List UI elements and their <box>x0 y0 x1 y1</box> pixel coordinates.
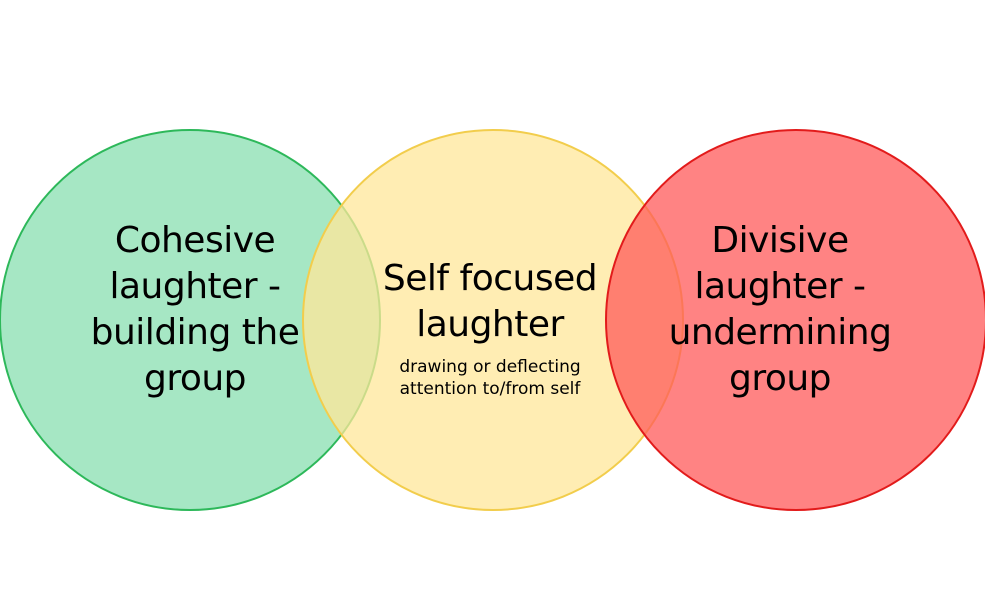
divisive-line-2: laughter - <box>694 266 866 307</box>
divisive-line-1: Divisive <box>711 220 849 261</box>
cohesive-line-4: group <box>143 358 247 399</box>
cohesive-laughter-label: Cohesive laughter - building the group <box>80 218 310 402</box>
self-focused-line-2: laughter <box>416 304 564 345</box>
divisive-line-3: undermining <box>668 312 892 353</box>
cohesive-line-2: laughter - <box>109 266 281 307</box>
circle-divisive <box>605 129 985 511</box>
self-focused-sub-line-1: drawing or deflecting <box>399 357 581 377</box>
cohesive-line-1: Cohesive <box>114 220 276 261</box>
divisive-line-4: group <box>728 358 832 399</box>
self-focused-description: drawing or deflecting attention to/from … <box>370 356 610 400</box>
self-focused-laughter-label: Self focused laughter drawing or deflect… <box>370 256 610 400</box>
self-focused-sub-line-2: attention to/from self <box>399 379 581 399</box>
cohesive-line-3: building the <box>90 312 300 353</box>
divisive-laughter-label: Divisive laughter - undermining group <box>665 218 895 402</box>
self-focused-line-1: Self focused <box>382 258 598 299</box>
